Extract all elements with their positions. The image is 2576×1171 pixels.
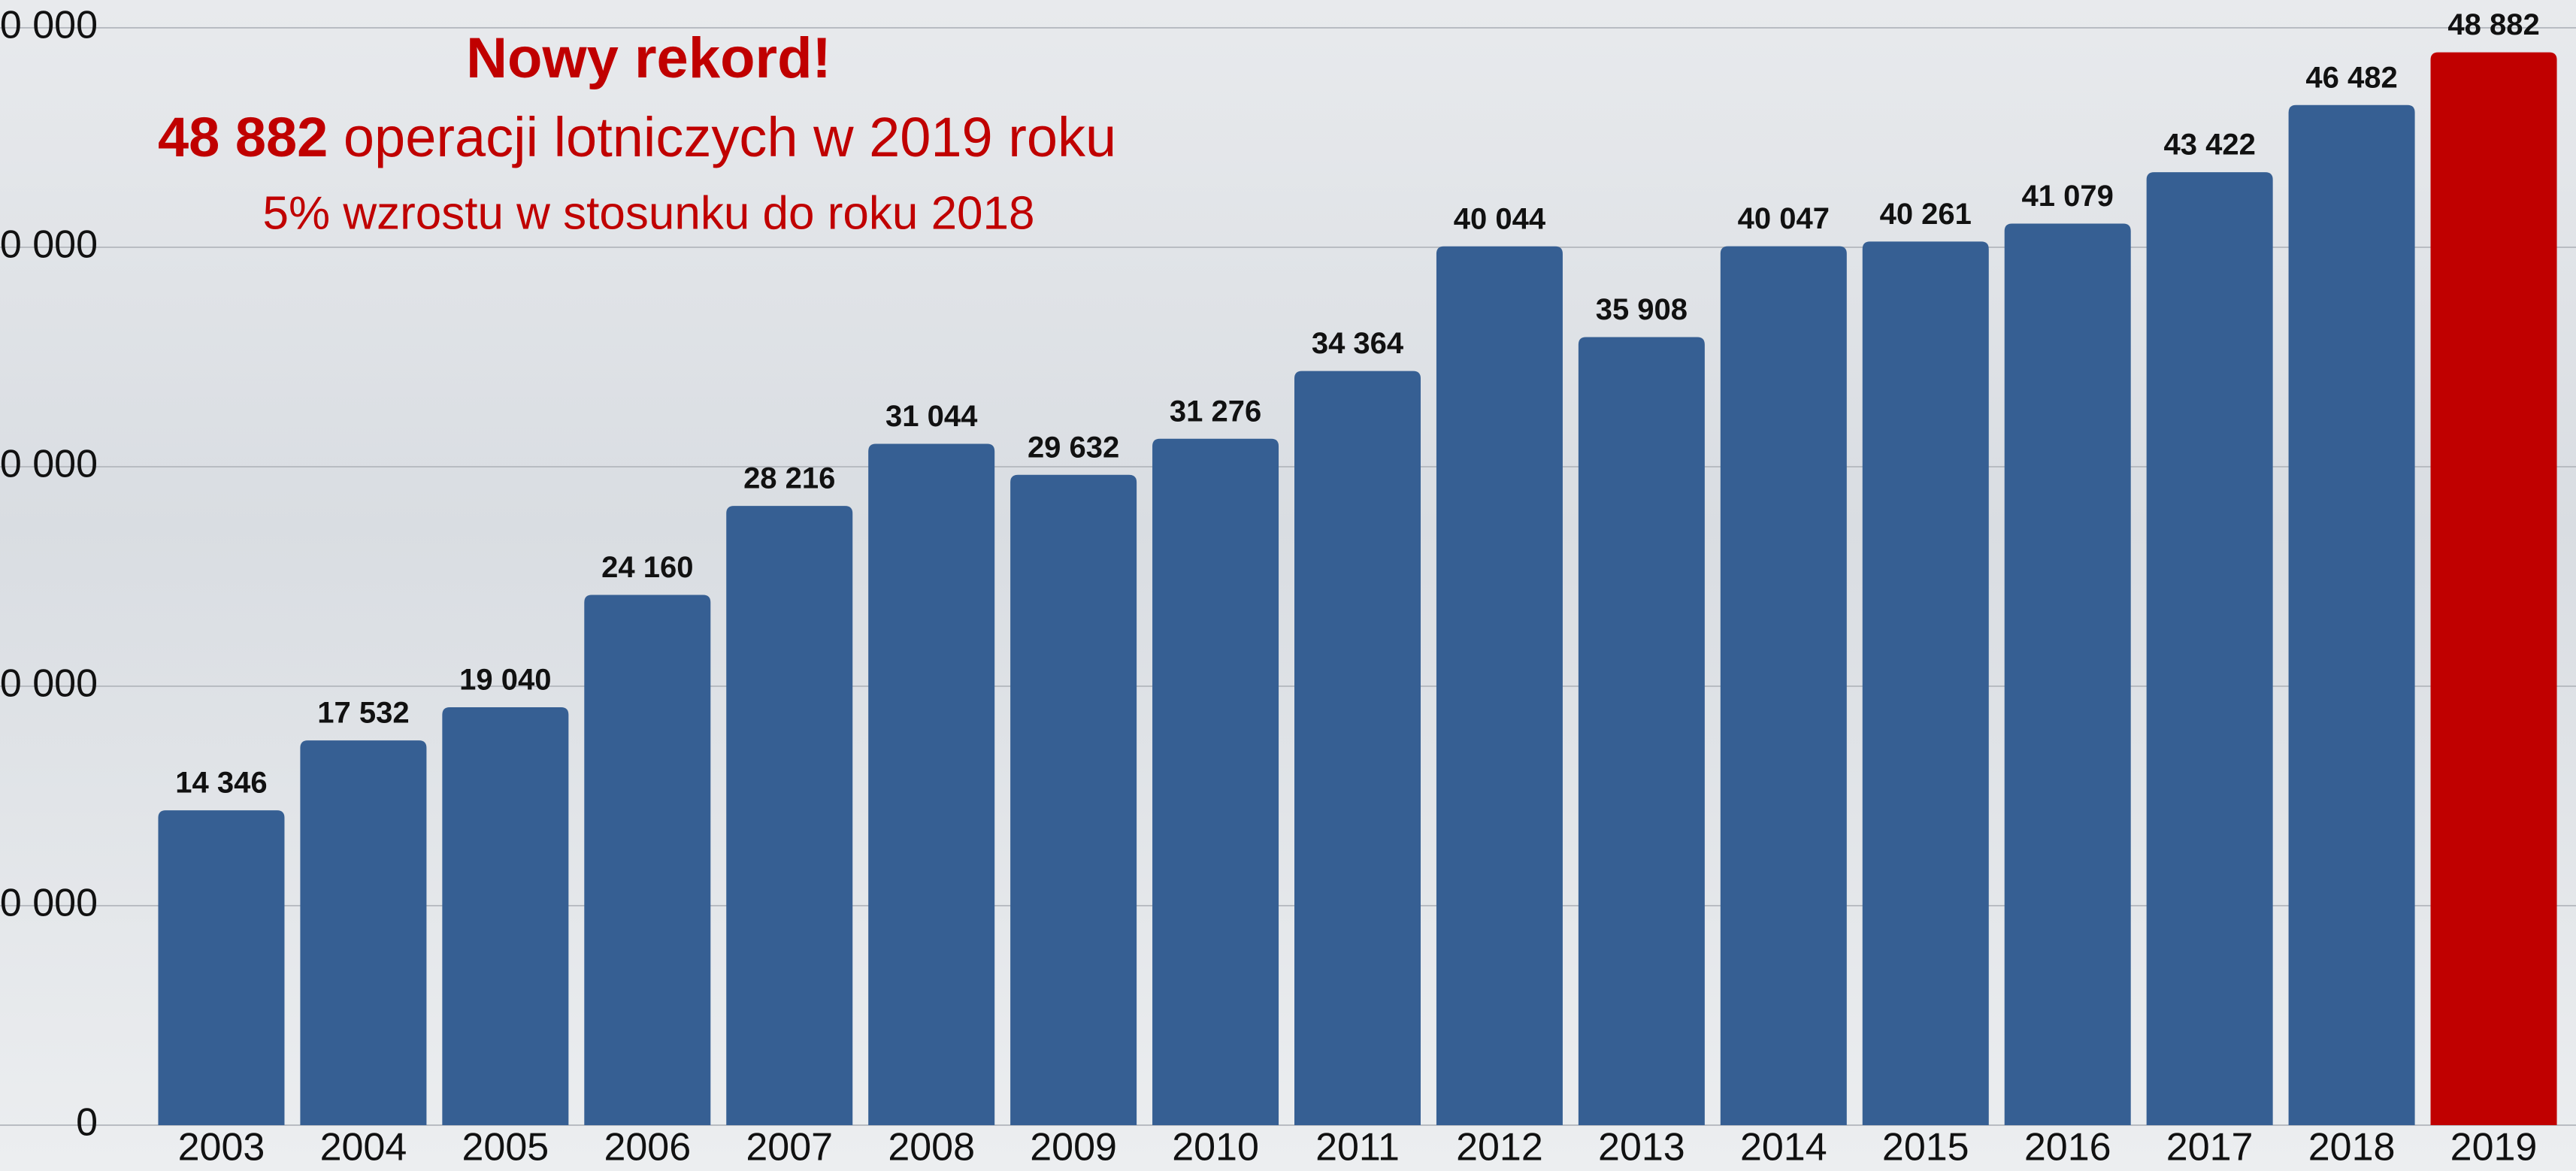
y-tick-label: 30 000	[0, 443, 98, 486]
bar	[1436, 246, 1563, 1125]
y-tick-label: 40 000	[0, 223, 98, 267]
y-tick-label: 20 000	[0, 662, 98, 706]
x-tick-label: 2018	[2308, 1126, 2396, 1169]
value-label: 17 532	[317, 697, 409, 730]
value-label: 40 047	[1738, 202, 1830, 235]
chart-title: Nowy rekord!	[466, 26, 831, 90]
subtitle-text: operacji lotniczych w 2019 roku	[344, 106, 1116, 168]
x-tick-label: 2003	[178, 1126, 265, 1169]
value-label: 34 364	[1312, 327, 1404, 360]
x-tick-label: 2019	[2450, 1126, 2538, 1169]
bar	[1294, 371, 1421, 1126]
value-label: 46 482	[2305, 61, 2397, 94]
bar	[2288, 104, 2415, 1126]
bar	[726, 506, 853, 1125]
value-label: 14 346	[175, 767, 267, 800]
bar	[2146, 172, 2273, 1125]
bar	[158, 810, 285, 1125]
x-tick-label: 2014	[1740, 1126, 1827, 1169]
bar	[584, 595, 711, 1125]
bar	[442, 707, 569, 1125]
value-label: 31 044	[885, 400, 978, 433]
subtitle: 48 882 operacji lotniczych w 2019 roku	[158, 106, 1116, 168]
y-tick-label: 0	[76, 1101, 98, 1145]
subtitle-value: 48 882	[158, 106, 328, 168]
bar	[1720, 246, 1847, 1126]
value-label: 35 908	[1596, 293, 1688, 326]
bar	[1152, 438, 1279, 1125]
x-tick-label: 2009	[1030, 1126, 1117, 1169]
y-tick-label: 10 000	[0, 882, 98, 925]
value-label: 40 261	[1880, 198, 1972, 231]
value-label: 48 882	[2447, 8, 2539, 41]
bar	[1010, 474, 1137, 1125]
bar	[2430, 52, 2557, 1125]
value-label: 28 216	[743, 462, 835, 495]
value-label: 24 160	[601, 551, 693, 584]
value-label: 41 079	[2022, 180, 2114, 213]
x-tick-label: 2016	[2024, 1126, 2111, 1169]
value-label: 19 040	[459, 664, 551, 697]
x-tick-label: 2017	[2166, 1126, 2254, 1169]
x-tick-label: 2011	[1315, 1126, 1400, 1169]
x-tick-label: 2004	[320, 1126, 407, 1169]
x-tick-label: 2012	[1456, 1126, 1543, 1169]
x-tick-label: 2008	[888, 1126, 975, 1169]
x-tick-label: 2007	[746, 1126, 833, 1169]
x-tick-label: 2010	[1172, 1126, 1259, 1169]
bar	[2004, 223, 2131, 1126]
x-tick-label: 2005	[462, 1126, 549, 1169]
x-tick-label: 2006	[604, 1126, 691, 1169]
value-label: 40 044	[1454, 202, 1546, 235]
value-label: 43 422	[2163, 129, 2255, 162]
bar	[300, 740, 427, 1125]
bar	[868, 443, 995, 1125]
value-label: 29 632	[1028, 431, 1119, 464]
x-tick-label: 2013	[1598, 1126, 1685, 1169]
bar	[1578, 337, 1705, 1126]
note: 5% wzrostu w stosunku do roku 2018	[263, 187, 1035, 239]
bar	[1862, 241, 1989, 1126]
value-label: 31 276	[1170, 395, 1261, 428]
y-tick-label: 50 000	[0, 4, 98, 47]
x-tick-label: 2015	[1882, 1126, 1969, 1169]
